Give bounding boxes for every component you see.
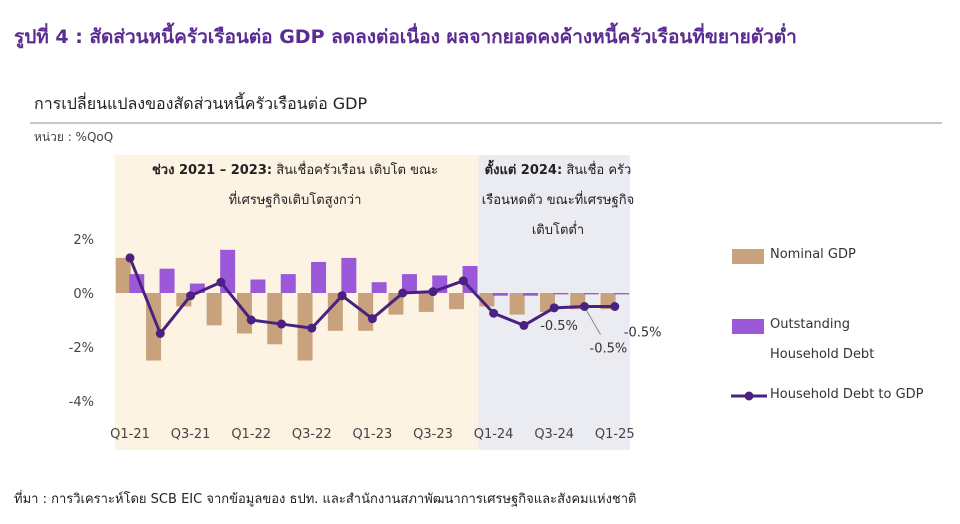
x-tick-label: Q1-21	[110, 427, 150, 442]
data-label-leader	[586, 310, 601, 335]
point-household-debt-to-gdp	[216, 277, 226, 287]
bar-household-debt	[159, 268, 175, 293]
legend-label-household-debt: Outstanding Household Debt	[770, 317, 875, 362]
point-household-debt-to-gdp	[428, 287, 438, 297]
x-tick-label: Q1-22	[231, 427, 271, 442]
bar-household-debt	[311, 261, 327, 293]
bar-household-debt	[280, 274, 296, 293]
point-household-debt-to-gdp	[367, 314, 377, 324]
point-household-debt-to-gdp	[519, 320, 529, 330]
bar-household-debt	[523, 293, 539, 296]
data-label: -0.5%	[540, 319, 578, 334]
period1-annotation-bold: ช่วง 2021 – 2023:	[151, 163, 273, 178]
figure-title: รูปที่ 4 : สัดส่วนหนี้ครัวเรือนต่อ GDP ล…	[14, 26, 797, 48]
bar-household-debt	[129, 274, 145, 293]
legend-swatch-household-debt	[732, 319, 764, 334]
bar-household-debt	[220, 249, 236, 293]
point-household-debt-to-gdp	[125, 253, 135, 263]
chart-title: การเปลี่ยนแปลงของสัดส่วนหนี้ครัวเรือนต่อ…	[34, 94, 368, 113]
y-tick-label: 0%	[73, 287, 94, 302]
legend-swatch-ratio-line	[731, 391, 767, 401]
bar-nominal-gdp	[206, 293, 222, 326]
shaded-period-1	[114, 155, 479, 450]
point-household-debt-to-gdp	[398, 288, 408, 298]
bar-household-debt	[492, 293, 508, 296]
period1-annotation-text: สินเชื่อครัวเรือน เติบโต ขณะที่เศรษฐกิจเ…	[228, 163, 438, 208]
bar-household-debt	[341, 257, 357, 293]
period1-annotation: ช่วง 2021 – 2023: สินเชื่อครัวเรือน เติบ…	[150, 156, 440, 216]
period2-annotation: ตั้งแต่ 2024: สินเชื่อ ครัวเรือนหดตัว ขณ…	[476, 156, 640, 246]
bar-nominal-gdp	[449, 293, 465, 310]
point-household-debt-to-gdp	[549, 303, 559, 313]
x-tick-label: Q3-22	[292, 427, 332, 442]
data-label: -0.5%	[624, 326, 662, 341]
bar-household-debt	[553, 293, 569, 295]
point-household-debt-to-gdp	[489, 308, 499, 318]
bar-nominal-gdp	[509, 293, 525, 315]
bar-household-debt	[189, 283, 205, 293]
legend-swatch-nominal-gdp	[732, 249, 764, 264]
legend-label-nominal-gdp: Nominal GDP	[770, 247, 856, 262]
legend-label-ratio-line: Household Debt to GDP	[770, 387, 924, 402]
x-tick-label: Q1-24	[474, 427, 514, 442]
bar-household-debt	[371, 282, 387, 293]
point-household-debt-to-gdp	[307, 323, 317, 333]
x-tick-label: Q3-24	[534, 427, 574, 442]
unit-label: หน่วย : %QoQ	[34, 130, 114, 144]
period2-annotation-text: สินเชื่อ ครัวเรือนหดตัว ขณะที่เศรษฐกิจ เ…	[481, 163, 635, 238]
point-household-debt-to-gdp	[155, 329, 165, 338]
x-tick-label: Q1-25	[595, 427, 635, 442]
bar-household-debt	[614, 293, 630, 295]
source-note: ที่มา : การวิเคราะห์โดย SCB EIC จากข้อมู…	[14, 492, 637, 507]
x-tick-label: Q1-23	[353, 427, 393, 442]
point-household-debt-to-gdp	[246, 315, 256, 325]
y-tick-label: 2%	[73, 233, 94, 248]
point-household-debt-to-gdp	[186, 291, 196, 301]
bar-household-debt	[250, 279, 266, 293]
title-divider	[30, 122, 942, 124]
bar-nominal-gdp	[388, 293, 404, 315]
x-tick-label: Q3-21	[171, 427, 211, 442]
point-household-debt-to-gdp	[337, 291, 347, 301]
point-household-debt-to-gdp	[277, 319, 286, 329]
y-tick-label: -4%	[69, 395, 94, 410]
point-household-debt-to-gdp	[458, 276, 468, 286]
x-tick-label: Q3-23	[413, 427, 453, 442]
bar-nominal-gdp	[327, 293, 343, 331]
data-label: -0.5%	[590, 342, 628, 357]
bar-nominal-gdp	[115, 257, 131, 293]
y-tick-label: -2%	[69, 341, 94, 356]
point-household-debt-to-gdp	[610, 302, 620, 311]
period2-annotation-bold: ตั้งแต่ 2024:	[484, 163, 563, 178]
bar-nominal-gdp	[418, 293, 434, 312]
bar-household-debt	[401, 274, 417, 293]
bar-household-debt	[583, 293, 599, 295]
bar-nominal-gdp	[267, 293, 283, 345]
point-household-debt-to-gdp	[580, 302, 589, 311]
